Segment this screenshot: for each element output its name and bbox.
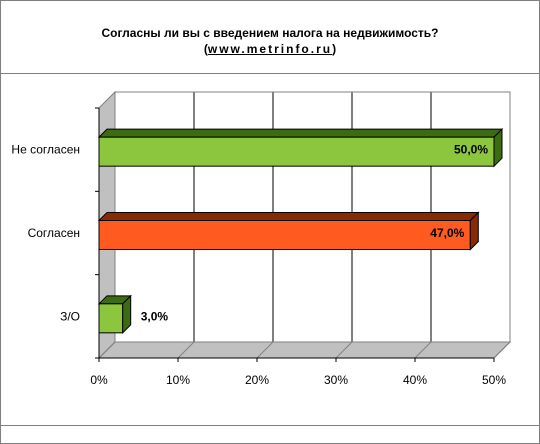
bottom-rule bbox=[1, 425, 539, 426]
bar-side-face bbox=[493, 127, 503, 168]
bar bbox=[98, 136, 495, 167]
data-label: 50,0% bbox=[454, 143, 488, 157]
x-tick-label: 30% bbox=[324, 373, 348, 387]
chart-header: Согласны ли вы с введением налога на нед… bbox=[1, 1, 539, 74]
bar-top-face bbox=[97, 212, 480, 221]
category-label: Не согласен bbox=[11, 143, 80, 157]
x-tick-label: 40% bbox=[403, 373, 427, 387]
x-tick-label: 20% bbox=[245, 373, 269, 387]
floor-gridline bbox=[493, 341, 511, 359]
floor-gridline bbox=[98, 341, 116, 359]
x-tick-label: 0% bbox=[90, 373, 108, 387]
bar bbox=[98, 220, 471, 250]
plot-floor bbox=[97, 341, 512, 359]
chart-subtitle: (www.metrinfo.ru) bbox=[1, 42, 539, 56]
bar bbox=[98, 303, 124, 334]
x-tick-label: 50% bbox=[482, 373, 506, 387]
category-label: Согласен bbox=[28, 226, 80, 240]
x-tick-label: 10% bbox=[166, 373, 190, 387]
bar-top-face bbox=[97, 128, 504, 138]
chart-title: Согласны ли вы с введением налога на нед… bbox=[101, 26, 439, 40]
floor-gridline bbox=[335, 341, 353, 359]
bar-side-face bbox=[122, 294, 132, 335]
floor-gridline bbox=[256, 341, 274, 359]
data-label: 3,0% bbox=[141, 309, 169, 323]
floor-gridline bbox=[414, 341, 432, 359]
subtitle-open-paren: ( bbox=[203, 42, 208, 56]
subtitle-close-paren: ) bbox=[332, 42, 337, 56]
floor-gridline bbox=[177, 341, 195, 359]
subtitle-url: www.metrinfo.ru bbox=[207, 42, 333, 56]
data-label: 47,0% bbox=[430, 226, 464, 240]
bar-side-face bbox=[469, 211, 479, 251]
category-label: З/О bbox=[60, 309, 80, 323]
